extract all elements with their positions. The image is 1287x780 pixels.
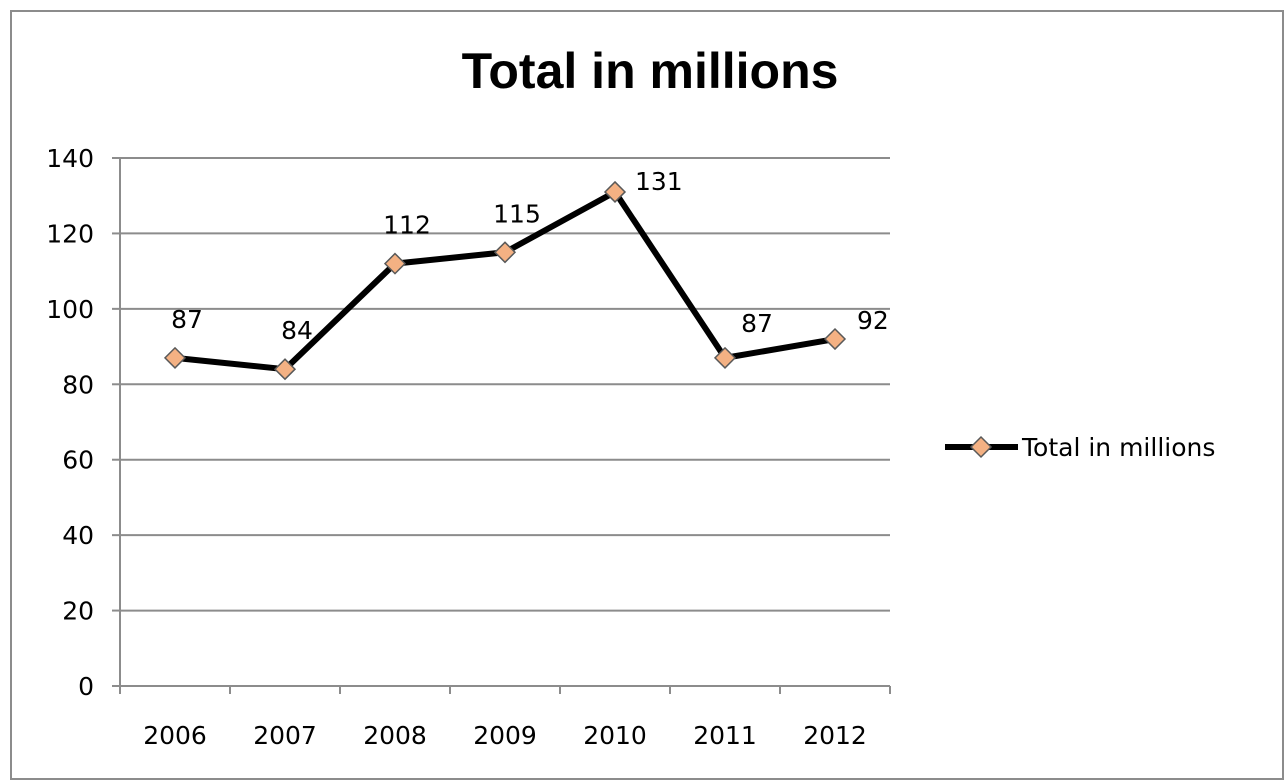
data-label: 112 <box>383 211 431 240</box>
data-label: 84 <box>281 316 313 345</box>
y-tick-label: 0 <box>78 672 94 701</box>
data-point-marker <box>383 252 407 275</box>
x-tick-label: 2006 <box>143 721 207 750</box>
data-point-marker <box>823 327 847 351</box>
x-tick-label: 2008 <box>363 721 427 750</box>
chart-frame <box>10 10 1284 780</box>
data-label: 87 <box>171 305 203 334</box>
data-label: 115 <box>493 199 541 228</box>
axes <box>112 157 891 694</box>
data-label: 131 <box>635 167 683 196</box>
data-label: 87 <box>741 309 773 338</box>
y-tick-labels: 0 20 40 60 80 100 120 140 <box>46 144 94 701</box>
chart-title: Total in millions <box>461 43 839 99</box>
x-tick-labels: 2006 2007 2008 2009 2010 2011 2012 <box>143 721 867 750</box>
y-tick-label: 60 <box>62 446 94 475</box>
x-tick-label: 2012 <box>803 721 867 750</box>
x-tick-label: 2009 <box>473 721 537 750</box>
x-tick-label: 2007 <box>253 721 317 750</box>
y-tick-label: 140 <box>46 144 94 173</box>
data-point-marker <box>493 241 517 264</box>
series-markers <box>163 180 847 381</box>
y-tick-label: 100 <box>46 295 94 324</box>
data-point-marker <box>603 180 627 204</box>
x-tick-label: 2010 <box>583 721 647 750</box>
legend-label: Total in millions <box>1021 433 1215 462</box>
y-tick-label: 120 <box>46 219 94 248</box>
data-labels: 87 84 112 115 131 87 92 <box>171 167 889 345</box>
y-tick-label: 20 <box>62 597 94 626</box>
gridlines <box>120 157 890 612</box>
data-label: 92 <box>857 306 889 335</box>
y-tick-label: 40 <box>62 521 94 550</box>
data-point-marker <box>273 358 297 381</box>
y-tick-label: 80 <box>62 370 94 399</box>
legend: Total in millions <box>945 433 1215 462</box>
data-point-marker <box>713 346 737 369</box>
x-tick-label: 2011 <box>693 721 757 750</box>
data-point-marker <box>163 346 187 369</box>
legend-marker-swatch <box>969 435 993 459</box>
